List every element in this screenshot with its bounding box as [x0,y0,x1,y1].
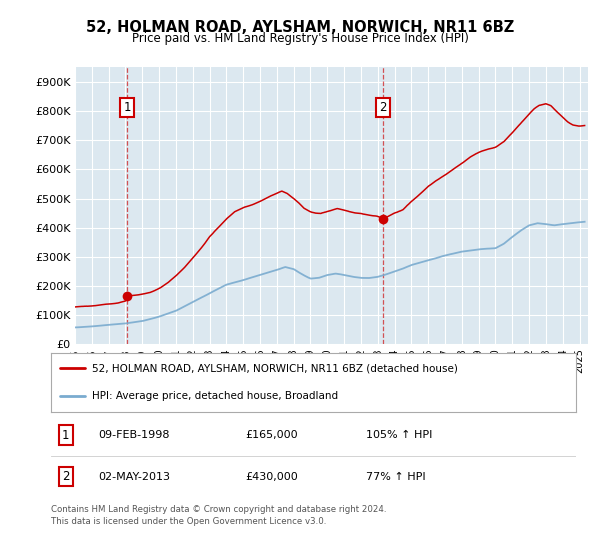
Text: 105% ↑ HPI: 105% ↑ HPI [366,430,433,440]
Text: £165,000: £165,000 [245,430,298,440]
Text: 02-MAY-2013: 02-MAY-2013 [98,472,170,482]
Text: 2: 2 [62,470,70,483]
Text: Contains HM Land Registry data © Crown copyright and database right 2024.
This d: Contains HM Land Registry data © Crown c… [51,505,386,526]
Text: 52, HOLMAN ROAD, AYLSHAM, NORWICH, NR11 6BZ (detached house): 52, HOLMAN ROAD, AYLSHAM, NORWICH, NR11 … [92,363,458,373]
Text: 2: 2 [380,101,387,114]
Text: 1: 1 [124,101,131,114]
Text: 52, HOLMAN ROAD, AYLSHAM, NORWICH, NR11 6BZ: 52, HOLMAN ROAD, AYLSHAM, NORWICH, NR11 … [86,20,514,35]
Text: 09-FEB-1998: 09-FEB-1998 [98,430,170,440]
Text: HPI: Average price, detached house, Broadland: HPI: Average price, detached house, Broa… [92,391,338,402]
Text: £430,000: £430,000 [245,472,298,482]
Text: 77% ↑ HPI: 77% ↑ HPI [366,472,425,482]
Text: 1: 1 [62,428,70,442]
Text: Price paid vs. HM Land Registry's House Price Index (HPI): Price paid vs. HM Land Registry's House … [131,32,469,45]
